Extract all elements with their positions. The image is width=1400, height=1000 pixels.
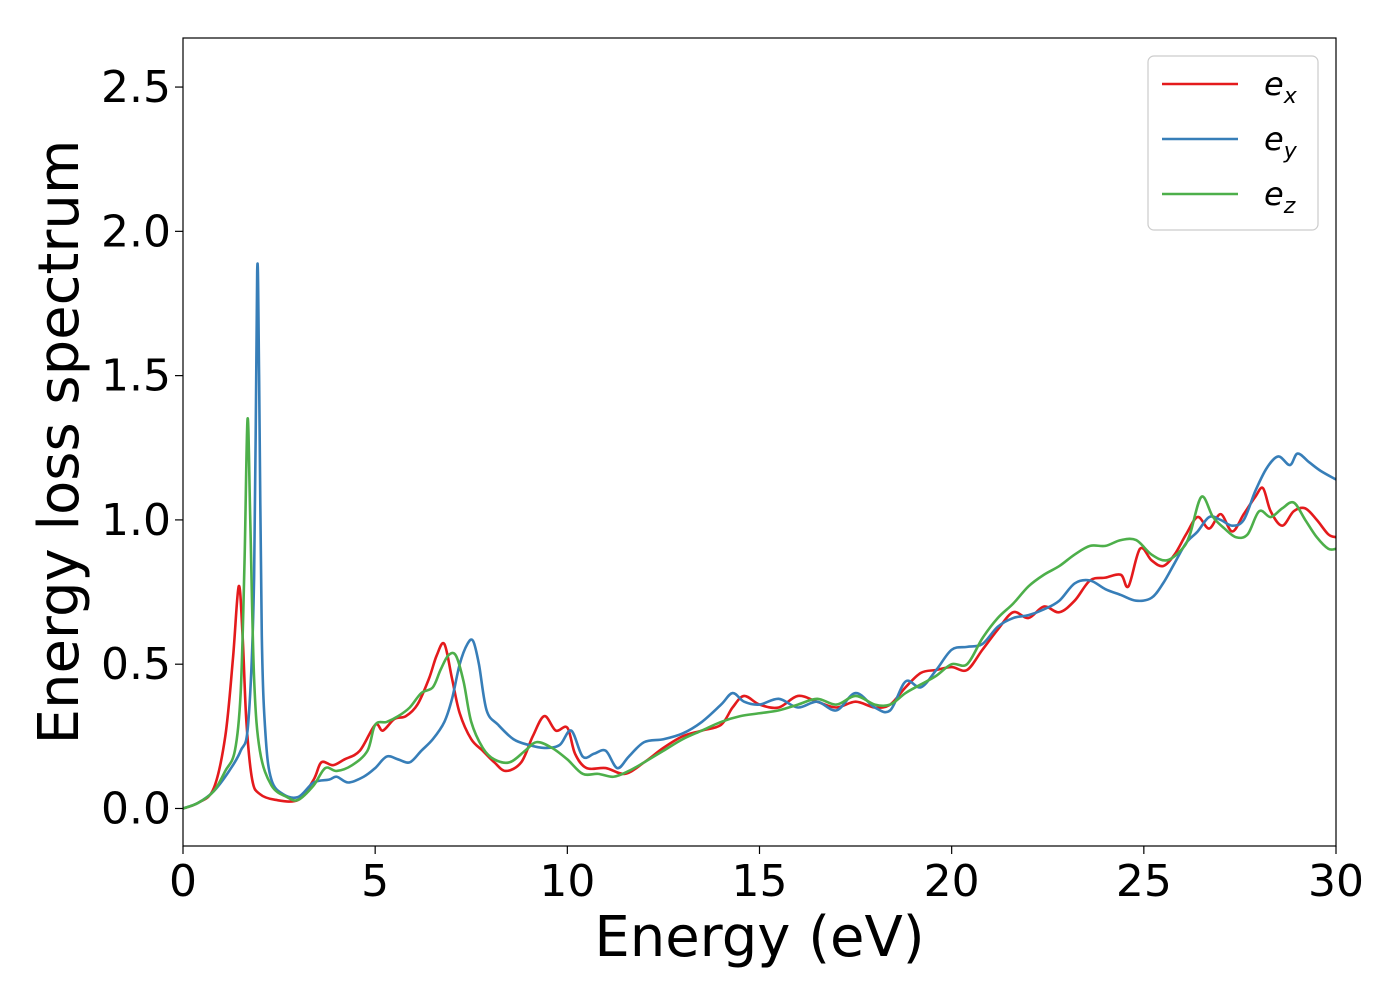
x-tick-label: 20	[924, 856, 980, 907]
x-tick-label: 0	[169, 856, 197, 907]
series-line-x	[183, 486, 1336, 810]
x-tick-label: 15	[732, 856, 788, 907]
legend-label-y: ey	[1264, 120, 1298, 164]
legend-label-z: ez	[1264, 175, 1296, 219]
y-tick-label: 1.0	[101, 495, 171, 546]
y-tick-label: 2.0	[101, 206, 171, 257]
y-tick-label: 1.5	[101, 351, 171, 402]
x-axis-title: Energy (eV)	[594, 905, 924, 970]
x-tick-label: 10	[539, 856, 595, 907]
y-axis: 0.0 0.5 1.0 1.5 2.0 2.5	[101, 62, 183, 834]
plot-lines	[183, 262, 1336, 810]
legend: ex ey ez	[1147, 55, 1319, 231]
x-tick-label: 5	[361, 856, 389, 907]
series-line-z	[183, 417, 1336, 810]
series-line-y	[183, 262, 1336, 810]
legend-box	[1147, 55, 1319, 231]
y-tick-label: 2.5	[101, 62, 171, 113]
y-tick-label: 0.0	[101, 783, 171, 834]
x-tick-label: 30	[1308, 856, 1364, 907]
x-tick-label: 25	[1116, 856, 1172, 907]
y-axis-title: Energy loss spectrum	[27, 140, 92, 745]
x-axis: 0 5 10 15 20 25 30	[169, 846, 1364, 907]
legend-label-x: ex	[1264, 65, 1298, 109]
y-tick-label: 0.5	[101, 639, 171, 690]
